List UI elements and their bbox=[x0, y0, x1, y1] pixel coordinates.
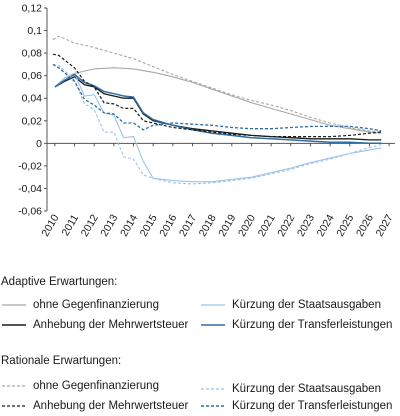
legend-adaptive-title: Adaptive Erwartungen: bbox=[1, 276, 118, 288]
legend-label: Anhebung der Mehrwertsteuer bbox=[33, 400, 189, 412]
legend-rational-staatsausgaben: Kürzung der Staatsausgaben bbox=[200, 383, 381, 395]
series-line-rational-6 bbox=[52, 63, 382, 185]
legend-adaptive-transferleistungen: Kürzung der Transferleistungen bbox=[200, 319, 392, 331]
x-tick-label: 2015 bbox=[138, 212, 160, 238]
series-line-rational-5 bbox=[52, 53, 382, 138]
x-tick-label: 2021 bbox=[256, 212, 278, 238]
x-tick-label: 2024 bbox=[315, 212, 337, 238]
y-tick-label: 0,08 bbox=[22, 48, 43, 60]
y-tick-label: -0,06 bbox=[18, 206, 42, 218]
legend-line-swatch bbox=[201, 304, 225, 306]
legend-rational-mehrwertsteuer: Anhebung der Mehrwertsteuer bbox=[1, 400, 188, 412]
series-line-rational-7 bbox=[52, 63, 382, 132]
x-tick-label: 2022 bbox=[275, 212, 297, 238]
x-tick-label: 2016 bbox=[157, 212, 179, 238]
x-tick-label: 2018 bbox=[197, 212, 219, 238]
legend-rational-transferleistungen: Kürzung der Transferleistungen bbox=[200, 400, 392, 412]
y-tick-label: 0,04 bbox=[22, 93, 43, 105]
x-tick-label: 2019 bbox=[216, 212, 238, 238]
series-line-adaptive-3 bbox=[54, 73, 382, 145]
legend-line-swatch bbox=[2, 405, 26, 407]
legend-adaptive-ohne-gegenfinanzierung: ohne Gegenfinanzierung bbox=[1, 299, 159, 311]
legend-line-swatch bbox=[201, 405, 225, 407]
y-tick-label: -0,04 bbox=[18, 183, 42, 195]
y-tick-label: -0,02 bbox=[18, 160, 42, 172]
legend-line-swatch bbox=[2, 324, 26, 326]
y-tick-label: 0,1 bbox=[27, 25, 42, 37]
x-tick-label: 2023 bbox=[295, 212, 317, 238]
x-tick-label: 2026 bbox=[354, 212, 376, 238]
line-chart: 0,120,10,080,060,040,020-0,02-0,04-0,06 … bbox=[18, 3, 396, 239]
series-layer bbox=[52, 35, 382, 185]
x-tick-label: 2010 bbox=[39, 212, 61, 238]
x-tick-label: 2012 bbox=[79, 212, 101, 238]
y-tick-label: 0,12 bbox=[22, 3, 43, 15]
legend-rational-ohne-gegenfinanzierung: ohne Gegenfinanzierung bbox=[1, 380, 159, 392]
x-tick-label: 2020 bbox=[236, 212, 258, 238]
legend-line-swatch bbox=[201, 388, 225, 390]
series-line-adaptive-2 bbox=[54, 72, 382, 183]
y-tick-label: 0 bbox=[36, 138, 42, 150]
y-tick-label: 0,06 bbox=[22, 70, 43, 82]
series-line-rational-4 bbox=[52, 35, 382, 133]
legend-label: ohne Gegenfinanzierung bbox=[33, 299, 159, 311]
legend-rational-title: Rationale Erwartungen: bbox=[1, 355, 122, 367]
series-line-adaptive-0 bbox=[54, 67, 382, 134]
x-tick-label: 2017 bbox=[177, 212, 199, 238]
legend-adaptive-staatsausgaben: Kürzung der Staatsausgaben bbox=[200, 299, 381, 311]
x-tick-label: 2027 bbox=[374, 212, 396, 238]
x-tick-label: 2025 bbox=[334, 212, 356, 238]
x-tick-label: 2014 bbox=[118, 212, 140, 238]
legend-label: Kürzung der Transferleistungen bbox=[232, 319, 393, 331]
legend-label: Anhebung der Mehrwertsteuer bbox=[33, 319, 189, 331]
x-axis: 2010201120122013201420152016201720182019… bbox=[39, 142, 396, 239]
legend-adaptive-mehrwertsteuer: Anhebung der Mehrwertsteuer bbox=[1, 319, 188, 331]
y-axis: 0,12 0,1 0,08 0,06 0,04 0,02 0 -0,02 -0,04 -0,06 bbox=[18, 3, 48, 218]
legend-line-swatch bbox=[2, 304, 26, 306]
legend-label: ohne Gegenfinanzierung bbox=[33, 380, 159, 392]
y-tick-label: 0,02 bbox=[22, 115, 43, 127]
legend-line-swatch bbox=[2, 385, 26, 387]
legend-label: Kürzung der Staatsausgaben bbox=[232, 299, 381, 311]
legend-line-swatch bbox=[201, 324, 225, 326]
x-tick-label: 2013 bbox=[98, 212, 120, 238]
x-tick-label: 2011 bbox=[59, 212, 81, 238]
legend-label: Kürzung der Staatsausgaben bbox=[232, 383, 381, 395]
legend-label: Kürzung der Transferleistungen bbox=[232, 400, 393, 412]
